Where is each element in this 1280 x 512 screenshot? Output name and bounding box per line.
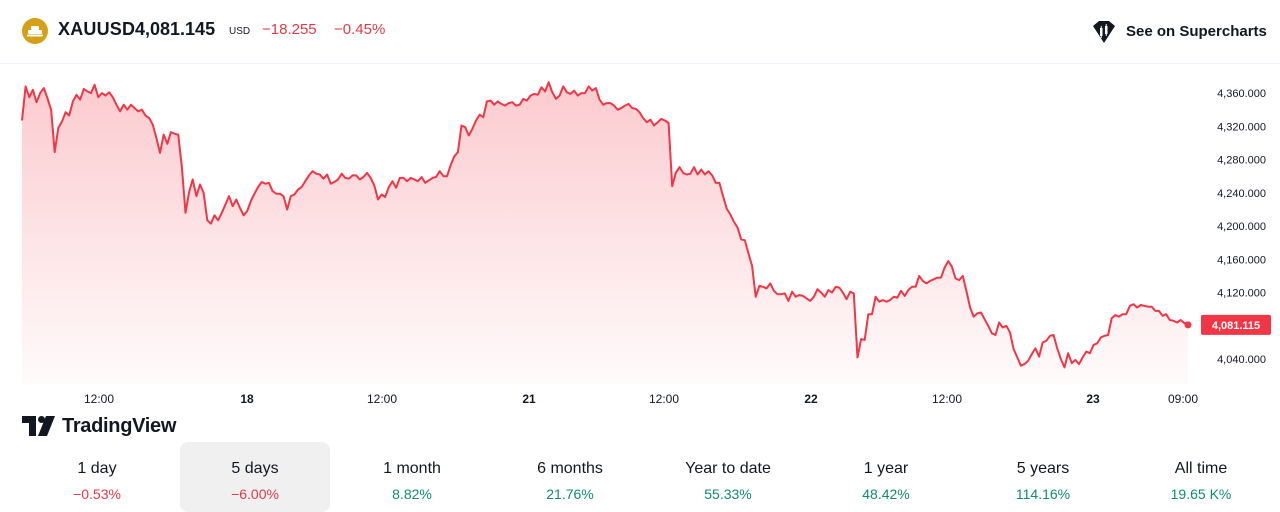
period-tab-all-time[interactable]: All time 19.65 K% (1126, 442, 1276, 512)
period-change: 19.65 K% (1170, 486, 1232, 502)
price-chart[interactable]: 4,360.000 4,320.000 4,280.000 4,240.000 4,20… (0, 64, 1280, 437)
period-change: 114.16% (1015, 486, 1071, 502)
period-label: 6 months (537, 460, 603, 477)
period-change: 55.33% (704, 486, 752, 502)
period-tab-5-days[interactable]: 5 days −6.00% (180, 442, 330, 512)
x-axis-tick-label: 09:00 (1168, 392, 1198, 406)
last-price-tag (1201, 314, 1271, 335)
y-axis-tick-label: 4,200.000 (1217, 221, 1266, 233)
tradingview-wordmark: TradingView (62, 415, 177, 437)
y-axis-tick-label: 4,320.000 (1217, 121, 1266, 133)
y-axis-tick-label: 4,360.000 (1217, 88, 1266, 100)
supercharts-icon (1090, 19, 1118, 50)
y-axis-tick-label: 4,160.000 (1217, 254, 1266, 266)
last-price-tag-label: 4,081.115 (1212, 320, 1260, 332)
x-axis-tick-label: 12:00 (649, 392, 679, 406)
period-tab-1-year[interactable]: 1 year 48.42% (811, 442, 961, 512)
period-tab-year-to-date[interactable]: Year to date 55.33% (653, 442, 803, 512)
x-axis-tick-label: 12:00 (84, 392, 114, 406)
period-tab-5-years[interactable]: 5 years 114.16% (968, 442, 1118, 512)
period-performance-tabs: 1 day −0.53% 5 days −6.00% 1 month 8.82%… (22, 442, 1258, 512)
gold-bars-icon (22, 18, 48, 44)
see-on-supercharts-link[interactable]: See on Supercharts (1088, 16, 1278, 48)
period-label: 1 month (383, 460, 441, 477)
symbol-ticker[interactable]: XAUUSD (58, 19, 136, 39)
period-label: 1 day (77, 460, 117, 477)
price-change: −18.255 (262, 21, 317, 38)
period-tab-1-day[interactable]: 1 day −0.53% (22, 442, 172, 512)
last-price: 4,081.145 (135, 19, 216, 39)
period-tab-6-months[interactable]: 6 months 21.76% (495, 442, 645, 512)
price-change-percent: −0.45% (334, 21, 386, 38)
period-change: 8.82% (392, 486, 432, 502)
period-change: −6.00% (231, 486, 279, 502)
x-axis-tick-label: 21 (522, 392, 536, 406)
x-axis-tick-label: 12:00 (367, 392, 397, 406)
last-price-dot (1184, 321, 1192, 329)
y-axis-tick-label: 4,040.000 (1217, 354, 1266, 366)
y-axis-tick-label: 4,240.000 (1217, 188, 1266, 200)
period-change: −0.53% (73, 486, 121, 502)
x-axis-tick-label: 23 (1086, 392, 1100, 406)
period-label: All time (1174, 460, 1228, 477)
period-tab-1-month[interactable]: 1 month 8.82% (337, 442, 487, 512)
symbol-header: XAUUSD 4,081.145 USD −18.255 −0.45% See … (0, 0, 1280, 64)
period-change: 48.42% (862, 486, 910, 502)
x-axis-tick-label: 22 (804, 392, 818, 406)
price-chart-svg[interactable]: 4,360.000 4,320.000 4,280.000 4,240.000 4,20… (0, 64, 1280, 422)
x-axis-tick-label: 18 (240, 392, 254, 406)
y-axis-tick-label: 4,280.000 (1217, 155, 1266, 167)
price-series-line (21, 81, 1189, 369)
period-label: Year to date (685, 460, 771, 477)
supercharts-label: See on Supercharts (1126, 23, 1267, 40)
x-axis-tick-label: 12:00 (932, 392, 962, 406)
y-axis-tick-label: 4,120.000 (1217, 288, 1266, 300)
price-area-fill (22, 82, 1188, 385)
period-label: 1 year (863, 460, 909, 477)
currency-label: USD (229, 26, 251, 37)
period-label: 5 years (1016, 460, 1070, 477)
period-change: 21.76% (546, 486, 594, 502)
period-label: 5 days (231, 460, 279, 477)
